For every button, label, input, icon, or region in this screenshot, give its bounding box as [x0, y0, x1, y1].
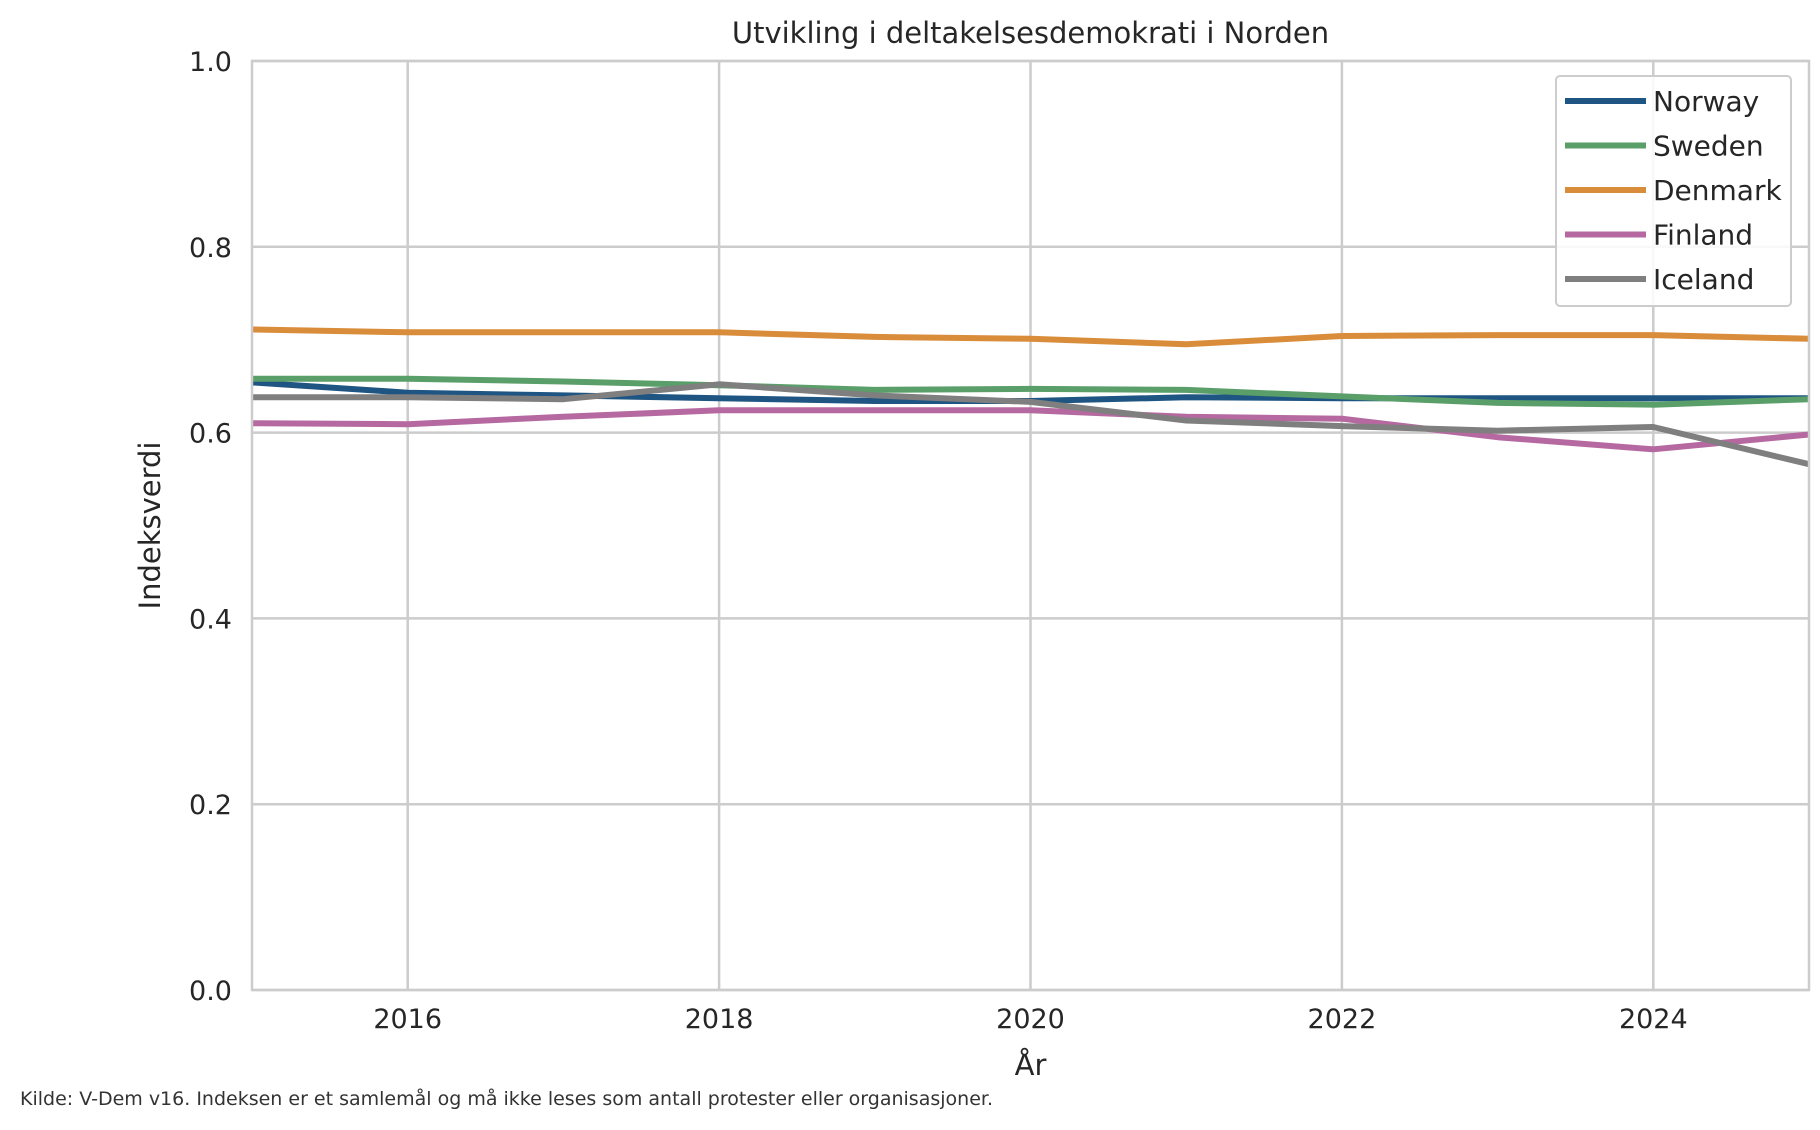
series-line-sweden [252, 375, 1810, 408]
series-line-iceland [252, 381, 1810, 468]
legend-label-norway: Norway [1653, 85, 1759, 118]
y-tick-label: 0.6 [189, 419, 232, 450]
legend-label-sweden: Sweden [1653, 130, 1764, 163]
plot-frame [250, 59, 1811, 992]
y-tick-label: 0.8 [189, 233, 232, 264]
legend-label-denmark: Denmark [1653, 174, 1782, 207]
x-tick-label: 2016 [373, 1004, 442, 1035]
x-tick-label: 2018 [685, 1004, 754, 1035]
y-tick-label: 0.2 [189, 790, 232, 821]
legend-box [1555, 75, 1792, 307]
series-line-denmark [251, 326, 1810, 348]
legend-label-iceland: Iceland [1653, 263, 1754, 296]
y-axis-label: Indeksverdi [133, 442, 167, 610]
y-tick-label: 1.0 [189, 47, 232, 78]
y-tick-label: 0.4 [189, 604, 232, 635]
source-footnote: Kilde: V-Dem v16. Indeksen er et samlemå… [20, 1088, 993, 1110]
x-axis-label: År [1015, 1048, 1047, 1080]
series-line-finland [251, 407, 1810, 453]
chart-title: Utvikling i deltakelsesdemokrati i Norde… [732, 16, 1329, 50]
series-lines [251, 326, 1810, 468]
x-tick-label: 2020 [996, 1004, 1065, 1035]
tick-labels: 2016 2018 2020 2022 2024 0.0 0.2 0.4 0.6 0.8 1.0 [189, 47, 1688, 1035]
y-tick-label: 0.0 [189, 976, 232, 1007]
legend-label-finland: Finland [1653, 219, 1753, 252]
legend: Norway Sweden Denmark Finland Iceland [1555, 75, 1792, 307]
x-tick-label: 2024 [1619, 1004, 1688, 1035]
line-chart: 2016 2018 2020 2022 2024 0.0 0.2 0.4 0.6 0.8 1.0 U… [133, 16, 1811, 1080]
x-tick-label: 2022 [1308, 1004, 1377, 1035]
